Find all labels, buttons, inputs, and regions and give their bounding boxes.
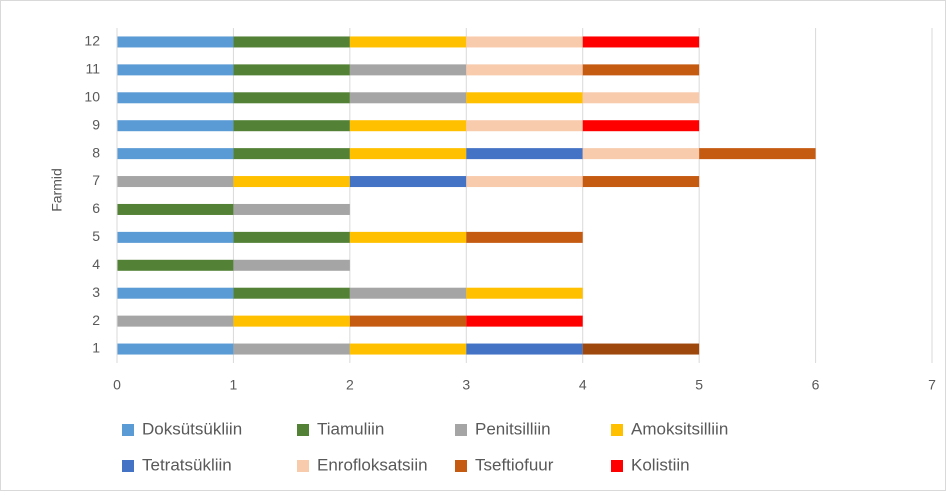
bar-segment	[233, 92, 350, 104]
bar-segment	[349, 92, 467, 104]
bar-segment	[233, 148, 350, 160]
bar-segment	[349, 176, 467, 188]
bar-segment	[349, 64, 467, 76]
legend-label: Penitsilliin	[475, 419, 551, 438]
bar-segment	[349, 315, 467, 327]
x-tick-label: 7	[928, 377, 936, 393]
bar-segment	[466, 36, 583, 48]
bar-segment	[117, 176, 234, 188]
bar-segment	[117, 203, 234, 215]
bar-segment	[349, 36, 467, 48]
bar-segment	[117, 92, 234, 104]
legend-swatch	[455, 424, 467, 436]
bar-segment	[117, 259, 234, 271]
bar-segment	[582, 343, 700, 355]
x-tick-label: 2	[346, 377, 354, 393]
bar-segment	[233, 176, 350, 188]
x-tick-label: 4	[579, 377, 587, 393]
x-tick-label: 5	[695, 377, 703, 393]
y-tick-label: 12	[84, 33, 100, 49]
bar-segment	[233, 64, 350, 76]
bar-segment	[233, 203, 350, 215]
bar-segment	[466, 64, 583, 76]
legend-swatch	[297, 424, 309, 436]
legend-swatch	[122, 424, 134, 436]
bar-segment	[466, 92, 583, 104]
legend-label: Kolistiin	[631, 455, 690, 474]
legend-swatch	[455, 460, 467, 472]
x-tick-label: 0	[113, 377, 121, 393]
bar-segment	[117, 315, 234, 327]
bar-segment	[582, 36, 700, 48]
bar-segment	[466, 315, 583, 327]
bar-segment	[582, 64, 700, 76]
y-tick-label: 2	[92, 312, 100, 328]
x-tick-label: 1	[230, 377, 238, 393]
bar-segment	[117, 64, 234, 76]
bar-segment	[466, 287, 583, 299]
bar-segment	[466, 176, 583, 188]
bar-segment	[233, 231, 350, 243]
bar-segment	[233, 287, 350, 299]
legend-label: Tseftiofuur	[475, 455, 554, 474]
legend-label: Enrofloksatsiin	[317, 455, 428, 474]
legend-swatch	[297, 460, 309, 472]
bar-segment	[349, 120, 467, 132]
bar-segment	[699, 148, 816, 160]
bar-segment	[582, 120, 700, 132]
bar-segment	[349, 287, 467, 299]
x-tick-label: 6	[812, 377, 820, 393]
legend-swatch	[611, 460, 623, 472]
legend-label: Tetratsükliin	[142, 455, 232, 474]
bar-segment	[466, 343, 583, 355]
legend-label: Tiamuliin	[317, 419, 384, 438]
legend-swatch	[122, 460, 134, 472]
legend-swatch	[611, 424, 623, 436]
bar-segment	[233, 36, 350, 48]
y-tick-label: 5	[92, 228, 100, 244]
bar-segment	[117, 36, 234, 48]
bar-segment	[466, 120, 583, 132]
bar-segment	[582, 148, 700, 160]
y-axis-label: Farmid	[49, 168, 65, 212]
bar-segment	[349, 148, 467, 160]
y-tick-label: 6	[92, 200, 100, 216]
bar-segment	[117, 148, 234, 160]
bar-segment	[582, 92, 700, 104]
y-tick-label: 11	[85, 61, 100, 77]
legend-label: Doksütsükliin	[142, 419, 242, 438]
y-tick-label: 9	[92, 116, 100, 132]
bar-segment	[466, 148, 583, 160]
y-tick-label: 3	[92, 284, 100, 300]
bar-segment	[117, 343, 234, 355]
bar-segment	[466, 231, 583, 243]
y-tick-label: 1	[92, 340, 100, 356]
bar-segment	[117, 120, 234, 132]
x-tick-label: 3	[462, 377, 470, 393]
y-tick-label: 4	[92, 256, 100, 272]
y-tick-label: 7	[92, 172, 100, 188]
bar-segment	[233, 120, 350, 132]
bar-segment	[349, 343, 467, 355]
y-tick-label: 8	[92, 144, 100, 160]
y-tick-label: 10	[84, 88, 100, 104]
bar-segment	[117, 287, 234, 299]
bar-segment	[582, 176, 700, 188]
bar-segment	[233, 259, 350, 271]
bar-segment	[117, 231, 234, 243]
bar-segment	[233, 315, 350, 327]
bar-segment	[349, 231, 467, 243]
bar-segment	[233, 343, 350, 355]
legend-label: Amoksitsilliin	[631, 419, 728, 438]
